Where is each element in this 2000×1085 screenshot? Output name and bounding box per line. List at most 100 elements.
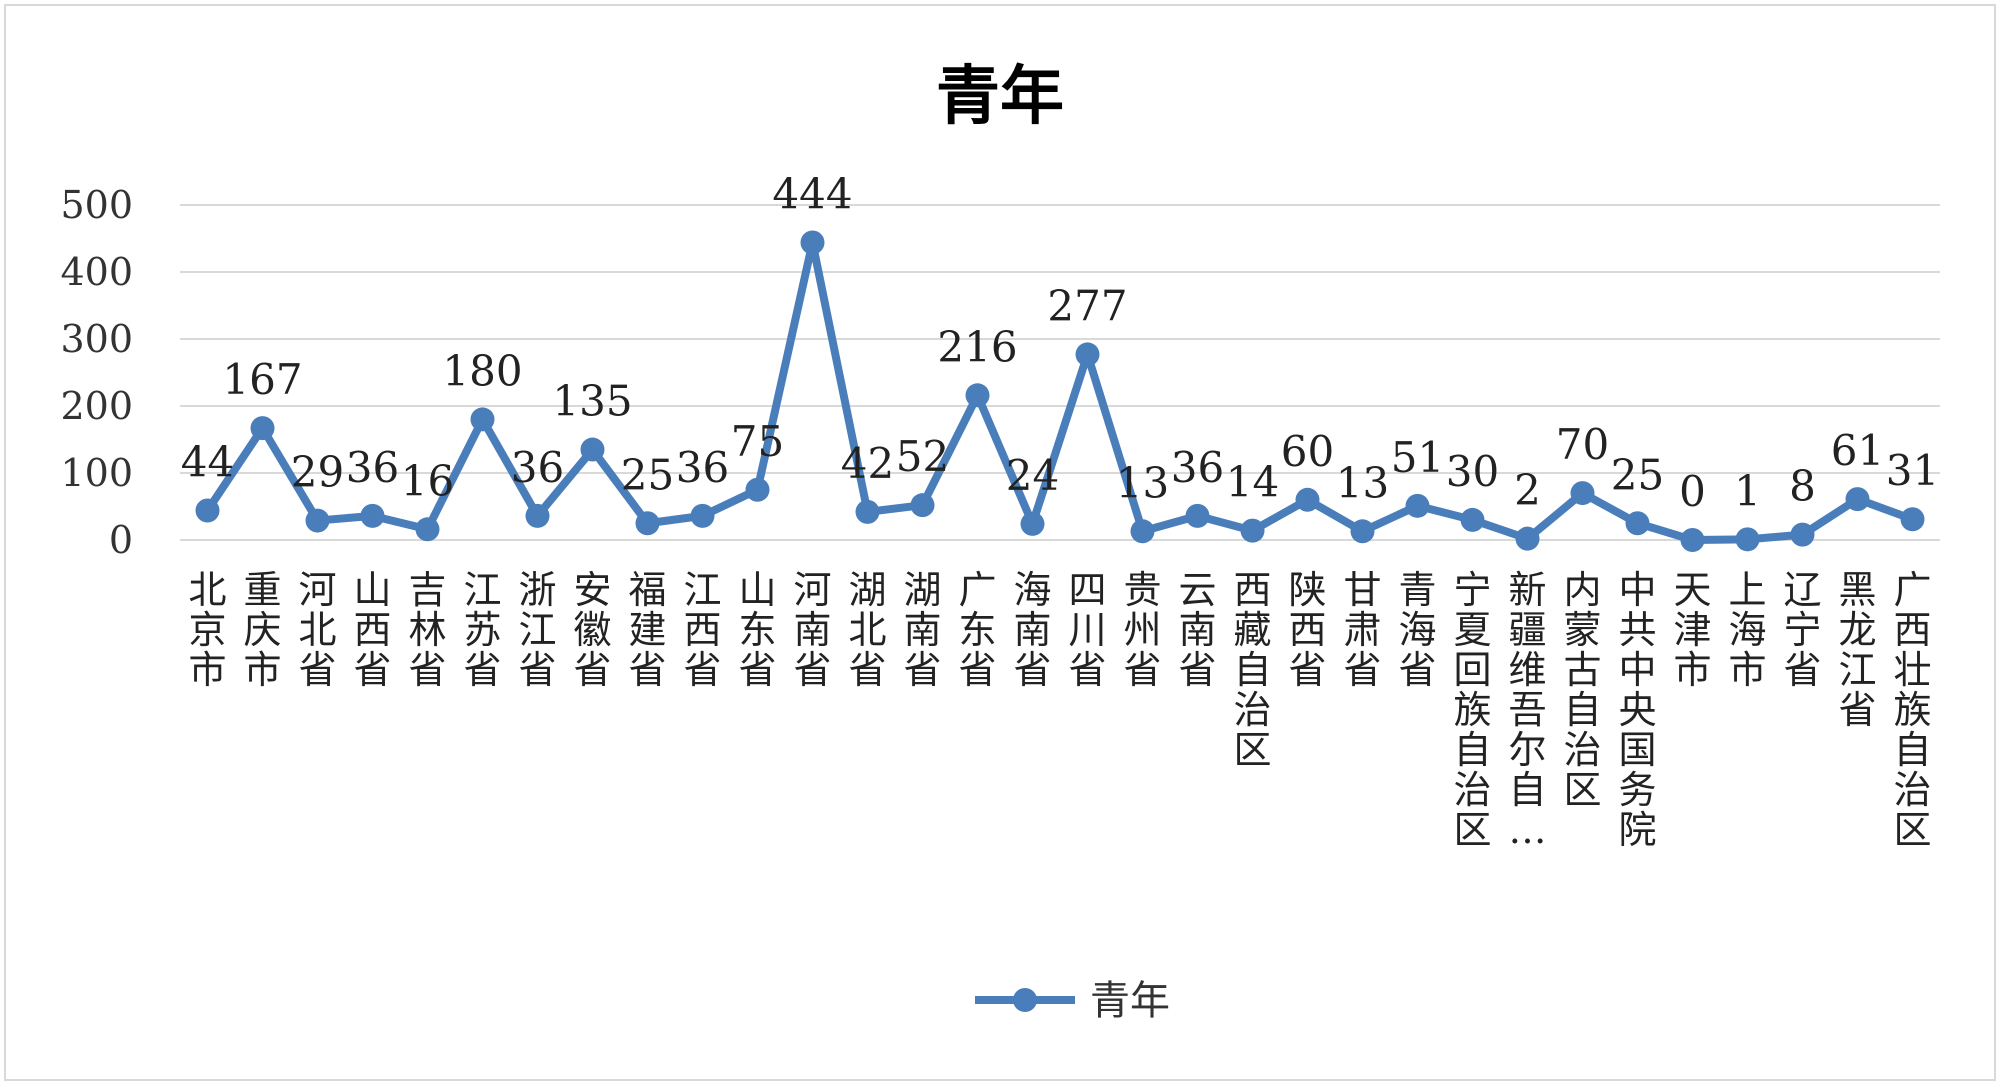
data-point-26 <box>1625 511 1650 536</box>
y-axis-ticks: 0 100 200 300 400 500 <box>60 183 133 562</box>
data-label-19: 14 <box>1226 458 1279 507</box>
x-category-label-21: 甘肃省 <box>1343 568 1381 692</box>
data-point-14 <box>965 383 990 408</box>
x-category-label-24: 新疆维吾尔自… <box>1508 568 1546 852</box>
x-category-label-28: 上海市 <box>1728 568 1766 692</box>
legend: 青年 <box>975 978 1170 1024</box>
data-point-12 <box>855 499 880 524</box>
data-label-1: 167 <box>222 355 302 404</box>
y-tick-label-200: 200 <box>60 384 133 428</box>
data-label-16: 277 <box>1047 281 1127 330</box>
x-category-label-30: 黑龙江省 <box>1838 568 1876 732</box>
data-label-23: 30 <box>1446 447 1499 496</box>
grid-lines <box>180 204 1940 541</box>
x-category-label-13: 湖南省 <box>903 568 941 692</box>
data-point-6 <box>525 503 550 528</box>
data-label-11: 444 <box>772 170 852 219</box>
x-category-label-19: 西藏自治区 <box>1233 568 1271 772</box>
x-category-label-16: 四川省 <box>1068 568 1106 692</box>
x-category-label-14: 广东省 <box>958 568 996 692</box>
data-label-6: 36 <box>511 443 564 492</box>
x-category-label-18: 云南省 <box>1178 568 1216 692</box>
x-category-label-31: 广西壮族自治区 <box>1893 568 1931 852</box>
data-point-1 <box>250 416 275 441</box>
y-tick-label-0: 0 <box>109 518 133 562</box>
data-label-9: 36 <box>676 443 729 492</box>
y-tick-label-500: 500 <box>60 183 133 227</box>
data-point-13 <box>910 493 935 518</box>
x-category-label-1: 重庆市 <box>243 568 281 692</box>
x-category-label-5: 江苏省 <box>463 568 501 692</box>
data-label-5: 180 <box>442 346 522 395</box>
series <box>195 230 1925 552</box>
data-label-22: 51 <box>1391 433 1444 482</box>
data-label-26: 25 <box>1611 450 1664 499</box>
data-point-3 <box>360 503 385 528</box>
data-label-14: 216 <box>937 322 1017 371</box>
data-label-13: 52 <box>896 432 949 481</box>
data-point-24 <box>1515 526 1540 551</box>
data-point-0 <box>195 498 220 523</box>
data-point-22 <box>1405 493 1430 518</box>
x-category-label-20: 陕西省 <box>1288 568 1326 692</box>
data-label-29: 8 <box>1789 462 1816 511</box>
data-point-27 <box>1680 528 1705 552</box>
data-point-5 <box>470 407 495 432</box>
x-category-label-0: 北京市 <box>188 568 226 692</box>
x-category-label-27: 天津市 <box>1673 568 1711 692</box>
data-point-2 <box>305 508 330 533</box>
data-point-16 <box>1075 342 1100 367</box>
data-label-12: 42 <box>841 439 894 488</box>
x-category-label-17: 贵州省 <box>1123 568 1161 692</box>
x-category-label-26: 中共中央国务院 <box>1618 568 1656 852</box>
y-tick-label-400: 400 <box>60 250 133 294</box>
data-label-18: 36 <box>1171 443 1224 492</box>
x-category-label-23: 宁夏回族自治区 <box>1453 568 1491 852</box>
x-category-label-3: 山西省 <box>353 568 391 692</box>
data-point-10 <box>745 477 770 502</box>
data-label-10: 75 <box>731 417 784 466</box>
x-category-label-9: 江西省 <box>683 568 721 692</box>
x-category-label-4: 吉林省 <box>408 568 446 692</box>
legend-marker <box>1013 988 1037 1012</box>
data-label-0: 44 <box>181 438 234 487</box>
data-point-18 <box>1185 503 1210 528</box>
data-point-25 <box>1570 481 1595 506</box>
data-label-20: 60 <box>1281 427 1334 476</box>
data-point-19 <box>1240 518 1265 543</box>
data-label-30: 61 <box>1831 426 1884 475</box>
data-label-15: 24 <box>1006 451 1059 500</box>
data-label-4: 16 <box>401 456 454 505</box>
data-point-7 <box>580 437 605 462</box>
data-point-21 <box>1350 519 1375 544</box>
x-axis-categories: 北京市重庆市河北省山西省吉林省江苏省浙江省安徽省福建省江西省山东省河南省湖北省湖… <box>188 568 1931 852</box>
x-category-label-29: 辽宁省 <box>1783 568 1821 692</box>
data-point-17 <box>1130 519 1155 544</box>
x-category-label-11: 河南省 <box>793 568 831 692</box>
data-label-8: 25 <box>621 450 674 499</box>
data-point-15 <box>1020 511 1045 536</box>
data-point-31 <box>1900 507 1925 532</box>
x-category-label-12: 湖北省 <box>848 568 886 692</box>
data-label-17: 13 <box>1116 458 1169 507</box>
data-label-7: 135 <box>552 377 632 426</box>
x-category-label-10: 山东省 <box>738 568 776 692</box>
chart-frame <box>4 4 1996 1081</box>
x-category-label-2: 河北省 <box>298 568 336 692</box>
data-point-11 <box>800 230 825 255</box>
y-tick-label-300: 300 <box>60 317 133 361</box>
data-point-8 <box>635 511 660 536</box>
data-point-30 <box>1845 487 1870 512</box>
x-category-label-8: 福建省 <box>628 568 666 692</box>
data-point-20 <box>1295 487 1320 512</box>
data-point-29 <box>1790 522 1815 547</box>
data-point-4 <box>415 517 440 542</box>
data-point-23 <box>1460 507 1485 532</box>
data-point-9 <box>690 503 715 528</box>
x-category-label-15: 海南省 <box>1013 568 1051 692</box>
data-label-25: 70 <box>1556 420 1609 469</box>
x-category-label-22: 青海省 <box>1398 568 1436 692</box>
data-label-28: 1 <box>1734 466 1761 515</box>
